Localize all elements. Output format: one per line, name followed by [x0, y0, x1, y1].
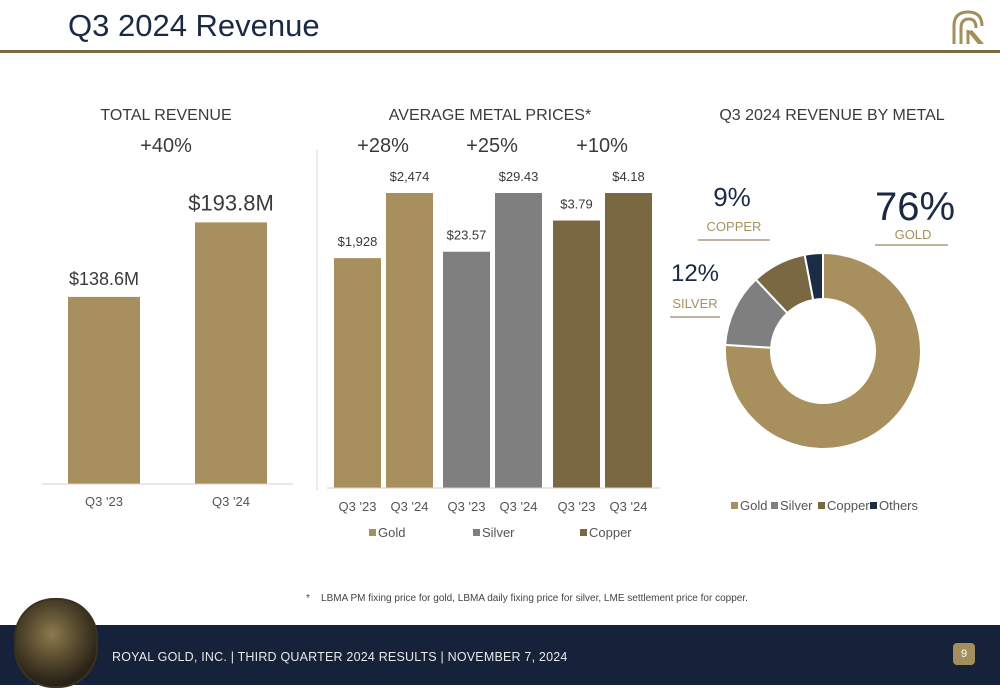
price-bar-copper-1 — [605, 193, 652, 488]
revenue-value-label-0: $138.6M — [69, 269, 139, 289]
revenue-tick-label-1: Q3 '24 — [212, 494, 250, 509]
revenue-by-metal-donut — [724, 251, 922, 450]
callout-pct-silver: 12% — [671, 260, 719, 287]
donut-slice-gold — [724, 251, 922, 450]
legend-swatch-gold — [369, 529, 376, 536]
price-tick-label-silver-1: Q3 '24 — [500, 499, 538, 514]
metal-prices-bars: +28% $1,928 Q3 '23 $2,474 Q3 '24 +25% $23.57 Q3… — [334, 135, 652, 514]
gold-bars-photo — [14, 598, 98, 688]
donut-legend-label-silver: Silver — [780, 498, 813, 513]
price-value-label-silver-0: $23.57 — [447, 228, 487, 243]
legend-swatch-silver — [473, 529, 480, 536]
legend-label-gold: Gold — [378, 525, 405, 540]
donut-legend-swatch-others — [870, 502, 877, 509]
metal-growth-copper: +10% — [576, 135, 628, 157]
legend-label-silver: Silver — [482, 525, 515, 540]
revenue-by-metal-title: Q3 2024 REVENUE BY METAL — [719, 107, 944, 124]
revenue-by-metal-legend: Gold Silver Copper Others — [731, 498, 919, 513]
metal-growth-silver: +25% — [466, 135, 518, 157]
revenue-tick-label-0: Q3 '23 — [85, 494, 123, 509]
footnote-mark: * — [306, 593, 310, 604]
footer-text: ROYAL GOLD, INC. | THIRD QUARTER 2024 RE… — [112, 650, 568, 664]
price-tick-label-gold-1: Q3 '24 — [391, 499, 429, 514]
callout-name-silver: SILVER — [672, 296, 717, 311]
price-tick-label-copper-0: Q3 '23 — [558, 499, 596, 514]
price-bar-gold-0 — [334, 258, 381, 488]
price-value-label-silver-1: $29.43 — [499, 169, 539, 184]
legend-swatch-copper — [580, 529, 587, 536]
price-bar-silver-1 — [495, 193, 542, 488]
price-value-label-gold-1: $2,474 — [390, 169, 430, 184]
callout-name-gold: GOLD — [895, 227, 932, 242]
price-bar-copper-0 — [553, 220, 600, 488]
footnote-text: LBMA PM fixing price for gold, LBMA dail… — [321, 593, 748, 604]
donut-legend-label-copper: Copper — [827, 498, 870, 513]
royal-gold-logo-icon — [952, 10, 984, 44]
revenue-bar-0 — [68, 296, 140, 484]
revenue-by-metal-callouts: 76%GOLD 12% SILVER 9% COPPER — [670, 182, 955, 318]
price-tick-label-gold-0: Q3 '23 — [339, 499, 377, 514]
price-bar-silver-0 — [443, 251, 490, 488]
donut-legend-label-others: Others — [879, 498, 919, 513]
footer-bar — [0, 625, 1000, 685]
price-value-label-copper-0: $3.79 — [560, 197, 593, 212]
total-revenue-bars: $138.6M Q3 '23 $193.8M Q3 '24 — [68, 190, 274, 509]
footnote: * LBMA PM fixing price for gold, LBMA da… — [306, 593, 748, 604]
donut-legend-swatch-gold — [731, 502, 738, 509]
revenue-bar-1 — [195, 222, 267, 484]
legend-label-copper: Copper — [589, 525, 632, 540]
price-tick-label-copper-1: Q3 '24 — [610, 499, 648, 514]
callout-pct-copper: 9% — [713, 182, 751, 212]
donut-legend-swatch-copper — [818, 502, 825, 509]
callout-pct-gold: 76% — [875, 185, 955, 229]
price-value-label-copper-1: $4.18 — [612, 169, 645, 184]
revenue-value-label-1: $193.8M — [188, 190, 274, 215]
price-value-label-gold-0: $1,928 — [338, 234, 378, 249]
price-tick-label-silver-0: Q3 '23 — [448, 499, 486, 514]
donut-legend-label-gold: Gold — [740, 498, 767, 513]
slide-title: Q3 2024 Revenue — [68, 8, 320, 43]
title-rule — [0, 50, 1000, 53]
donut-slice-others — [803, 251, 824, 302]
price-bar-gold-1 — [386, 193, 433, 488]
donut-legend-swatch-silver — [771, 502, 778, 509]
metal-growth-gold: +28% — [357, 135, 409, 157]
page-number: 9 — [953, 643, 975, 665]
total-revenue-growth: +40% — [140, 135, 192, 157]
callout-name-copper: COPPER — [707, 219, 762, 234]
charts-canvas: TOTAL REVENUE +40% $138.6M Q3 '23 $193.8M Q… — [42, 107, 955, 540]
metal-prices-title: AVERAGE METAL PRICES* — [389, 107, 591, 124]
total-revenue-title: TOTAL REVENUE — [100, 107, 231, 124]
metal-prices-legend: Gold Silver Copper — [369, 525, 632, 540]
